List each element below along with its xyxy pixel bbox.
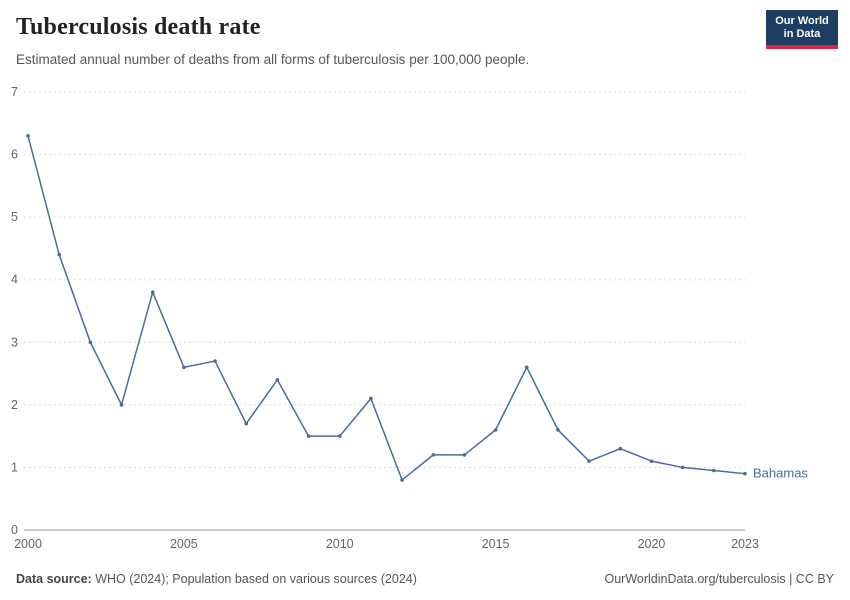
series-line <box>27 135 746 482</box>
chart-footer: Data source: WHO (2024); Population base… <box>16 572 834 586</box>
chart-subtitle: Estimated annual number of deaths from a… <box>16 52 530 67</box>
data-point <box>587 459 591 463</box>
data-point <box>182 365 186 370</box>
y-tick-label: 3 <box>11 335 18 349</box>
x-tick-label: 2020 <box>638 537 666 551</box>
line-chart[interactable]: 0 1 2 3 4 5 6 7 2000 2005 2010 2015 2020 2023 Bahamas <box>0 85 850 560</box>
data-point <box>400 478 404 482</box>
data-point <box>712 468 716 473</box>
data-point <box>275 378 280 382</box>
data-point <box>556 428 560 432</box>
y-tick-label: 5 <box>11 210 18 224</box>
data-point <box>150 290 155 295</box>
data-point <box>493 428 498 432</box>
y-tick-label: 0 <box>11 523 18 537</box>
x-tick-label: 2000 <box>14 537 42 551</box>
x-tick-label: 2015 <box>482 537 510 551</box>
data-point <box>119 403 124 407</box>
data-point <box>244 421 249 426</box>
data-point <box>369 396 373 401</box>
data-point <box>337 434 342 438</box>
y-tick-label: 2 <box>11 398 18 412</box>
series-end-label: Bahamas <box>753 466 808 481</box>
data-point <box>26 134 30 138</box>
data-point <box>462 453 467 457</box>
y-tick-label: 6 <box>11 148 18 162</box>
x-tick-label: 2010 <box>326 537 354 551</box>
owid-logo-accent <box>766 45 838 49</box>
data-point <box>431 453 436 457</box>
y-tick-label: 4 <box>11 273 18 287</box>
y-tick-label: 7 <box>11 85 18 99</box>
owid-logo-line2: in Data <box>783 28 821 40</box>
data-source-text: WHO (2024); Population based on various … <box>91 572 417 586</box>
x-tick-label: 2023 <box>731 537 759 551</box>
data-point <box>88 340 93 345</box>
data-point <box>680 465 685 470</box>
data-source-label: Data source: <box>16 572 92 586</box>
data-point <box>57 252 61 257</box>
data-point <box>306 434 311 438</box>
footer-link[interactable]: OurWorldinData.org/tuberculosis | CC BY <box>604 572 835 586</box>
data-point <box>524 365 529 370</box>
x-tick-label: 2005 <box>170 537 198 551</box>
owid-logo-line1: Our World <box>775 15 829 27</box>
page-title: Tuberculosis death rate <box>16 14 261 40</box>
owid-logo[interactable]: Our World in Data <box>766 10 838 49</box>
data-point <box>743 471 747 476</box>
data-point <box>649 459 654 463</box>
y-tick-label: 1 <box>11 460 18 474</box>
data-point <box>618 446 623 451</box>
data-source: Data source: WHO (2024); Population base… <box>16 572 417 586</box>
data-point <box>213 359 217 363</box>
